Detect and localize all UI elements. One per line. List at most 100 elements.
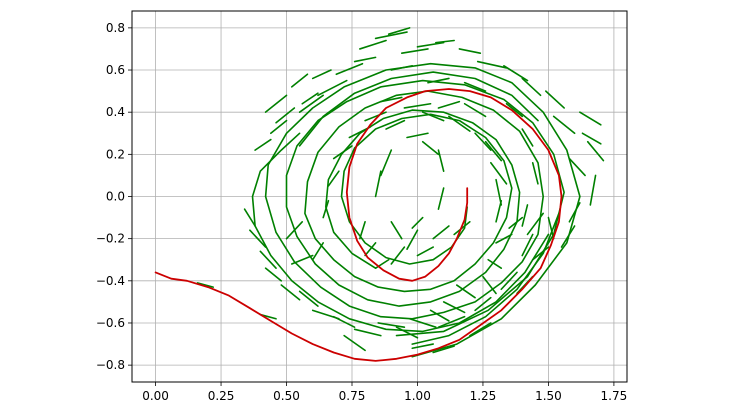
y-tick-label: −0.2 xyxy=(96,232,125,246)
y-tick-label: −0.8 xyxy=(96,358,125,372)
x-tick-label: 0.00 xyxy=(142,389,169,403)
trajectory-segment xyxy=(275,107,296,124)
trajectory-segment xyxy=(495,233,513,244)
trajectory-segment xyxy=(311,69,332,80)
trajectory-segment xyxy=(455,284,476,299)
trajectory-segment xyxy=(437,187,445,210)
plot-area xyxy=(154,27,605,362)
trajectory-segment xyxy=(327,170,340,187)
trajectory-segment xyxy=(416,41,445,48)
trajectory-segment xyxy=(552,115,576,135)
trajectory-segment xyxy=(317,79,348,97)
y-tick-label: 0.8 xyxy=(106,21,125,35)
trajectory-segment xyxy=(270,119,288,135)
trajectory-segment xyxy=(545,90,565,109)
trajectory-segment xyxy=(521,77,542,97)
trajectory-segment xyxy=(442,301,466,314)
trajectory-segment xyxy=(335,62,364,76)
trajectory-segment xyxy=(353,328,382,337)
trajectory-segment xyxy=(474,132,492,151)
trajectory-segment xyxy=(421,111,445,122)
trajectory-segment xyxy=(437,149,445,173)
series-line-6 xyxy=(154,88,563,362)
trajectory-segment xyxy=(505,102,524,118)
trajectory-segment xyxy=(359,39,387,50)
trajectory-segment xyxy=(429,309,450,322)
series-line-3 xyxy=(251,132,550,333)
trajectory-segment xyxy=(364,242,377,257)
trajectory-segment xyxy=(298,290,319,307)
trajectory-segment xyxy=(463,81,487,92)
trajectory-segment xyxy=(421,140,440,156)
trajectory-segment xyxy=(484,140,503,162)
trajectory-segment xyxy=(411,216,424,229)
trajectory-segment xyxy=(589,174,597,206)
trajectory-segment xyxy=(196,282,214,288)
trajectory-segment xyxy=(482,275,497,295)
trajectory-segment xyxy=(387,27,411,35)
trajectory-segment xyxy=(374,31,408,40)
trajectory-segment xyxy=(531,161,539,185)
trajectory-segment xyxy=(249,229,267,248)
trajectory-segment xyxy=(432,345,455,354)
series-line-1 xyxy=(264,62,581,358)
y-tick-label: −0.4 xyxy=(96,274,125,288)
series-line-4 xyxy=(298,71,539,147)
trajectory-segment xyxy=(390,220,403,240)
y-tick-label: 0.2 xyxy=(106,147,125,161)
trajectory-segment xyxy=(408,317,437,328)
y-tick-label: 0.0 xyxy=(106,190,125,204)
x-tick-label: 1.75 xyxy=(601,389,628,403)
trajectory-segment xyxy=(495,199,503,223)
trajectory-segment xyxy=(568,157,586,177)
trajectory-segment xyxy=(432,225,450,240)
trajectory-segment xyxy=(437,315,466,328)
trajectory-segment xyxy=(280,284,301,301)
x-tick-label: 0.75 xyxy=(339,389,366,403)
trajectory-segment xyxy=(521,204,529,227)
trajectory-segment xyxy=(469,322,492,337)
trajectory-segment xyxy=(463,102,487,118)
x-tick-label: 0.50 xyxy=(273,389,300,403)
trajectory-segment xyxy=(374,170,382,198)
trajectory-segment xyxy=(406,229,419,250)
trajectory-segment xyxy=(437,100,461,109)
trajectory-segment xyxy=(364,111,387,122)
trajectory-segment xyxy=(343,334,366,352)
trajectory-segment xyxy=(390,246,406,265)
trajectory-segment xyxy=(403,102,432,109)
y-tick-label: −0.6 xyxy=(96,316,125,330)
trajectory-segment xyxy=(411,343,434,350)
trajectory-segment xyxy=(531,246,550,261)
trajectory-segment xyxy=(521,128,534,147)
trajectory-segment xyxy=(500,271,518,291)
trajectory-segment xyxy=(435,39,455,44)
x-tick-label: 1.50 xyxy=(535,389,562,403)
trajectory-segment xyxy=(353,56,377,63)
trajectory-segment xyxy=(521,233,534,257)
trajectory-segment xyxy=(406,132,429,139)
trajectory-segment xyxy=(301,92,319,105)
series-line-2 xyxy=(285,79,565,337)
trajectory-segment xyxy=(474,296,492,312)
axis-ticks: 0.00 0.25 0.50 0.75 1.00 1.25 1.50 1.75 −0.8 −0.6… xyxy=(96,21,627,403)
x-tick-label: 1.25 xyxy=(470,389,497,403)
trajectory-segment xyxy=(458,48,482,54)
trajectory-segment xyxy=(385,119,406,130)
trajectory-segment xyxy=(377,322,406,328)
trajectory-segment xyxy=(581,132,602,145)
trajectory-segment xyxy=(395,326,419,339)
y-tick-label: 0.4 xyxy=(106,105,125,119)
trajectory-segment xyxy=(259,250,277,269)
trajectory-segment xyxy=(487,258,503,269)
x-tick-label: 1.00 xyxy=(404,389,431,403)
trajectory-segment xyxy=(400,48,429,54)
series-line-5 xyxy=(411,212,560,345)
trajectory-segment xyxy=(243,208,256,227)
trajectory-segment xyxy=(586,140,605,162)
trajectory-segment xyxy=(264,94,288,113)
trajectory-segment xyxy=(380,149,393,177)
trajectory-segment xyxy=(503,65,529,82)
trajectory-segment xyxy=(476,60,508,69)
